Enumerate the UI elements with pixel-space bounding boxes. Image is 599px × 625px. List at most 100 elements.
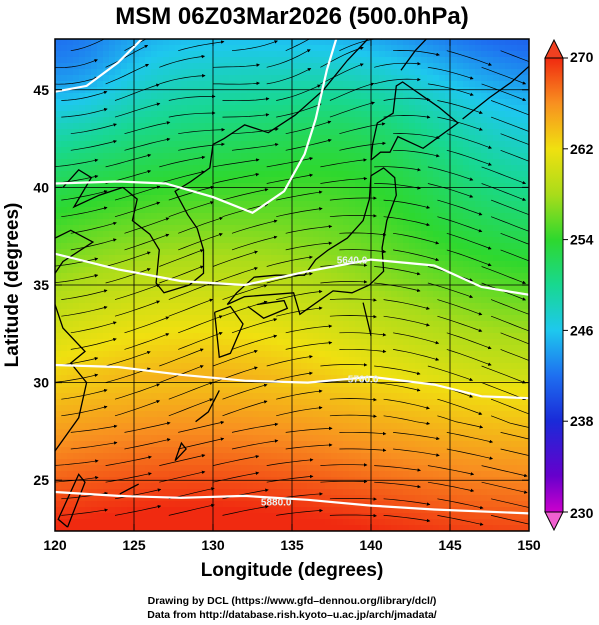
field-cell (439, 153, 446, 160)
field-cell (301, 309, 308, 316)
field-cell (487, 225, 494, 232)
field-cell (523, 231, 529, 238)
field-cell (385, 303, 392, 310)
field-cell (109, 393, 116, 400)
field-cell (181, 273, 188, 280)
field-cell (481, 201, 488, 208)
field-cell (205, 69, 212, 76)
field-cell (265, 405, 272, 412)
field-cell (403, 381, 410, 388)
field-cell (151, 243, 158, 250)
field-cell (181, 135, 188, 142)
field-cell (61, 405, 68, 412)
field-cell (271, 141, 278, 148)
field-cell (247, 183, 254, 190)
field-cell (67, 309, 74, 316)
field-cell (55, 243, 62, 250)
field-cell (367, 69, 374, 76)
field-cell (115, 159, 122, 166)
field-cell (115, 123, 122, 130)
field-cell (475, 75, 482, 82)
field-cell (199, 231, 206, 238)
field-cell (205, 303, 212, 310)
field-cell (337, 357, 344, 364)
field-cell (73, 69, 80, 76)
field-cell (385, 39, 392, 46)
field-cell (115, 405, 122, 412)
field-cell (169, 369, 176, 376)
field-cell (295, 87, 302, 94)
field-cell (277, 45, 284, 52)
field-cell (133, 309, 140, 316)
field-cell (421, 165, 428, 172)
field-cell (403, 219, 410, 226)
field-cell (361, 75, 368, 82)
field-cell (445, 207, 452, 214)
field-cell (181, 147, 188, 154)
field-cell (127, 99, 134, 106)
field-cell (523, 117, 529, 124)
field-cell (283, 219, 290, 226)
field-cell (283, 267, 290, 274)
field-cell (223, 207, 230, 214)
field-cell (157, 255, 164, 262)
field-cell (193, 411, 200, 418)
field-cell (331, 57, 338, 64)
field-cell (169, 147, 176, 154)
field-cell (91, 147, 98, 154)
field-cell (361, 387, 368, 394)
field-cell (349, 147, 356, 154)
field-cell (445, 249, 452, 256)
field-cell (433, 285, 440, 292)
field-cell (361, 267, 368, 274)
field-cell (67, 45, 74, 52)
field-cell (415, 321, 422, 328)
field-cell (493, 381, 500, 388)
field-cell (139, 267, 146, 274)
field-cell (475, 249, 482, 256)
field-cell (517, 255, 524, 262)
field-cell (415, 69, 422, 76)
field-cell (277, 225, 284, 232)
field-cell (301, 45, 308, 52)
field-cell (127, 363, 134, 370)
field-cell (391, 375, 398, 382)
field-cell (73, 411, 80, 418)
field-cell (445, 345, 452, 352)
field-cell (109, 399, 116, 406)
field-cell (61, 369, 68, 376)
field-cell (313, 327, 320, 334)
field-cell (97, 129, 104, 136)
field-cell (391, 393, 398, 400)
field-cell (157, 357, 164, 364)
field-cell (91, 213, 98, 220)
field-cell (517, 147, 524, 154)
field-cell (355, 105, 362, 112)
field-cell (349, 177, 356, 184)
field-cell (247, 309, 254, 316)
field-cell (163, 111, 170, 118)
field-cell (463, 93, 470, 100)
field-cell (283, 87, 290, 94)
field-cell (121, 171, 128, 178)
field-cell (469, 171, 476, 178)
field-cell (259, 123, 266, 130)
field-cell (373, 261, 380, 268)
field-cell (181, 225, 188, 232)
field-cell (151, 339, 158, 346)
field-cell (415, 309, 422, 316)
field-cell (133, 153, 140, 160)
field-cell (151, 363, 158, 370)
field-cell (403, 303, 410, 310)
field-cell (331, 291, 338, 298)
field-cell (493, 333, 500, 340)
field-cell (421, 375, 428, 382)
field-cell (217, 411, 224, 418)
field-cell (247, 93, 254, 100)
field-cell (259, 135, 266, 142)
field-cell (181, 69, 188, 76)
field-cell (271, 177, 278, 184)
field-cell (397, 345, 404, 352)
field-cell (457, 249, 464, 256)
field-cell (235, 285, 242, 292)
